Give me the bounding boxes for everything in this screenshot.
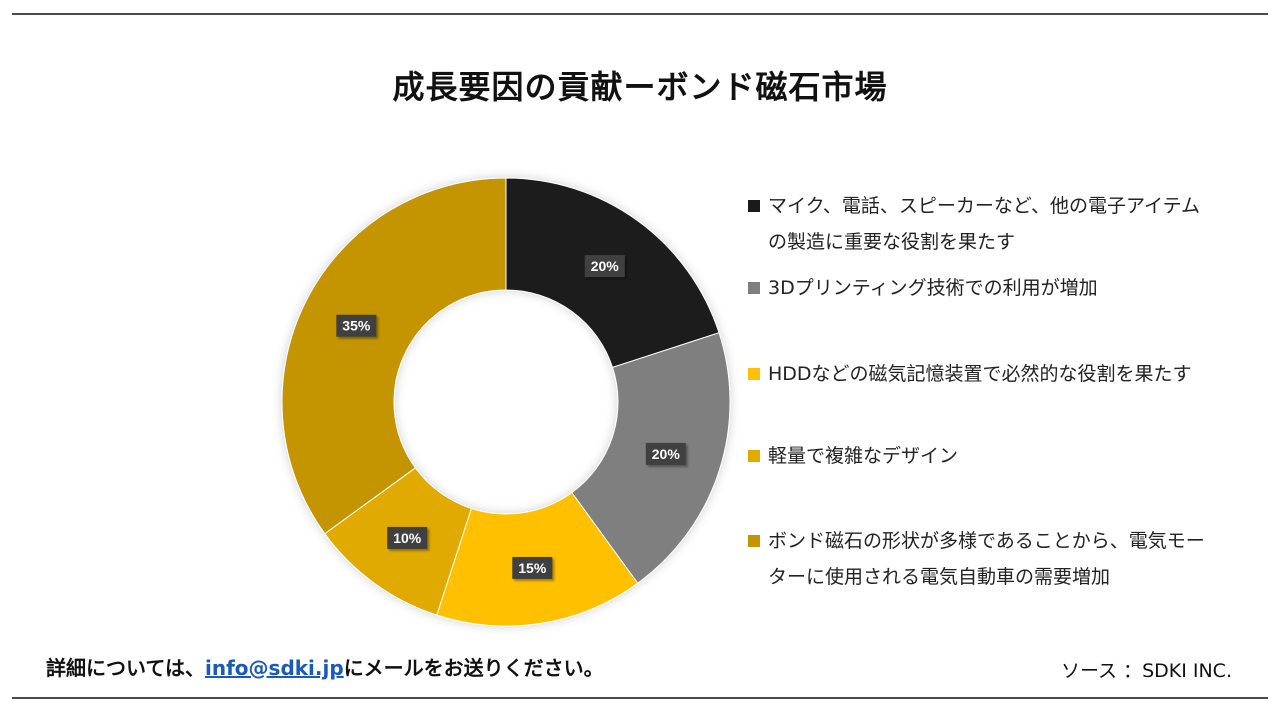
contact-email-link[interactable]: info@sdki.jp [205,656,344,680]
contact-suffix: にメールをお送りください。 [343,656,604,680]
contact-note: 詳細については、info@sdki.jpにメールをお送りください。 [46,652,604,681]
bottom-rule [12,697,1268,699]
data-label: 35% [336,314,377,337]
legend-label: ボンド磁石の形状が多様であることから、電気モーターに使用される電気自動車の需要増… [768,530,1205,588]
legend-item: HDDなどの磁気記憶装置で必然的な役割を果たす [748,356,1208,392]
data-label-text: 35% [342,318,371,334]
data-label: 15% [512,556,553,579]
legend-swatch [748,535,760,547]
legend-swatch [748,200,760,212]
donut-chart: 20% 20% 15% 10% 35% [281,177,731,627]
legend-swatch [748,368,760,380]
legend-item: 軽量で複雑なデザイン [748,438,1208,474]
data-label-text: 10% [393,530,422,546]
legend-label: マイク、電話、スピーカーなど、他の電子アイテムの製造に重要な役割を果たす [768,195,1201,253]
data-label-text: 20% [591,258,620,274]
legend-label: HDDなどの磁気記憶装置で必然的な役割を果たす [768,363,1192,385]
chart-title: 成長要因の貢献ーボンド磁石市場 [392,68,888,106]
legend-swatch [748,450,760,462]
data-label-text: 20% [652,446,681,462]
data-label-text: 15% [518,560,547,576]
contact-prefix: 詳細については、 [46,656,205,680]
legend-swatch [748,282,760,294]
top-rule [12,13,1268,15]
legend-label: 3Dプリンティング技術での利用が増加 [768,277,1098,299]
data-label: 20% [584,255,625,278]
legend-item: ボンド磁石の形状が多様であることから、電気モーターに使用される電気自動車の需要増… [748,523,1208,595]
data-label: 10% [387,526,428,549]
source-credit: ソース ：SDKI INC. [1060,660,1232,682]
legend-label: 軽量で複雑なデザイン [768,445,959,467]
data-label: 20% [645,442,686,465]
legend-item: マイク、電話、スピーカーなど、他の電子アイテムの製造に重要な役割を果たす [748,188,1208,260]
legend-item: 3Dプリンティング技術での利用が増加 [748,270,1208,306]
donut-slice [281,177,507,535]
